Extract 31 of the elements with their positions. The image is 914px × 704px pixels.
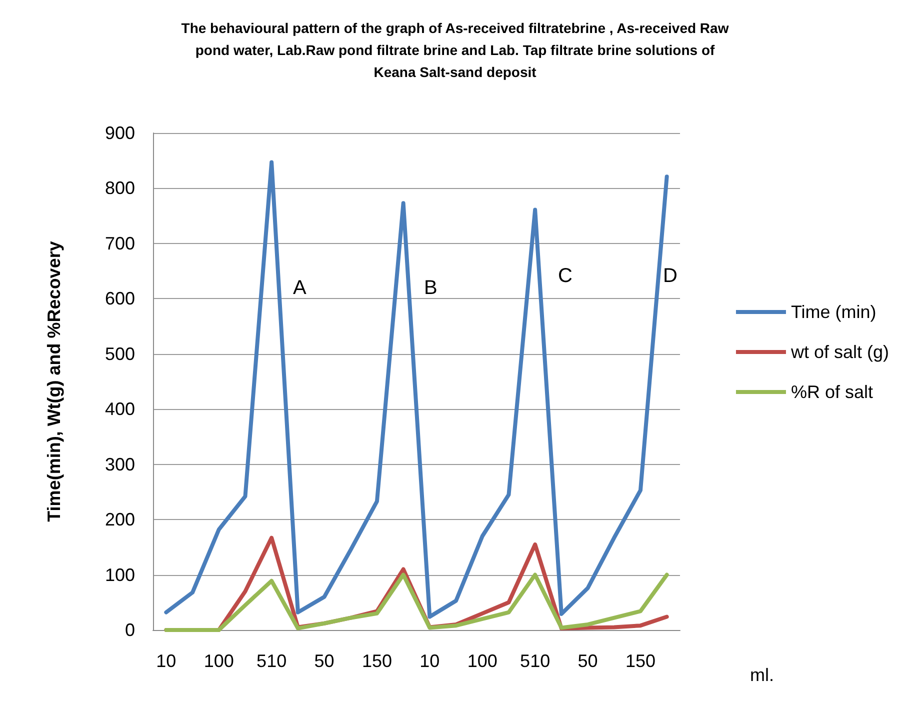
y-axis-title: Time(min), Wt(g) and %Recovery [44,241,64,522]
y-tick-label: 0 [124,620,135,640]
chart-title: The behavioural pattern of the graph of As-received filtratebrine , As-received Raw pond water, Lab.Raw pond filtrate brine and Lab. Tap filtrate brine solutions of Keana Salt-sand deposit [181,20,729,80]
x-tick-label: 10 [156,651,176,671]
x-tick-label: 150 [362,651,392,671]
annotation: A [293,277,307,299]
y-tick-label: 600 [104,288,135,309]
x-tick-label: 50 [578,651,598,671]
annotation: D [663,265,678,287]
x-tick-label: 100 [467,651,498,671]
annotation: C [558,265,572,287]
annotation: B [424,277,438,299]
line-series [164,572,669,632]
y-tick-label: 700 [104,233,135,254]
x-tick-label: 100 [204,651,234,671]
legend-label: wt of salt (g) [790,342,890,362]
x-tick-label: 510 [256,651,287,671]
y-tick-label: 400 [104,399,135,420]
y-tick-label: 300 [104,454,135,474]
legend-label: %R of salt [790,382,874,402]
y-tick-label: 200 [104,510,135,530]
y-tick-label: 900 [104,123,135,143]
legend-label: Time (min) [790,302,876,322]
y-tick-label: 100 [104,564,135,585]
x-tick-label: 150 [625,651,656,671]
x-tick-label: 510 [520,651,550,671]
x-tick-label: 10 [420,651,440,671]
x-axis-title: ml. [750,665,774,685]
x-tick-label: 50 [314,651,334,671]
y-tick-label: 500 [104,344,135,364]
y-tick-label: 800 [104,178,135,198]
